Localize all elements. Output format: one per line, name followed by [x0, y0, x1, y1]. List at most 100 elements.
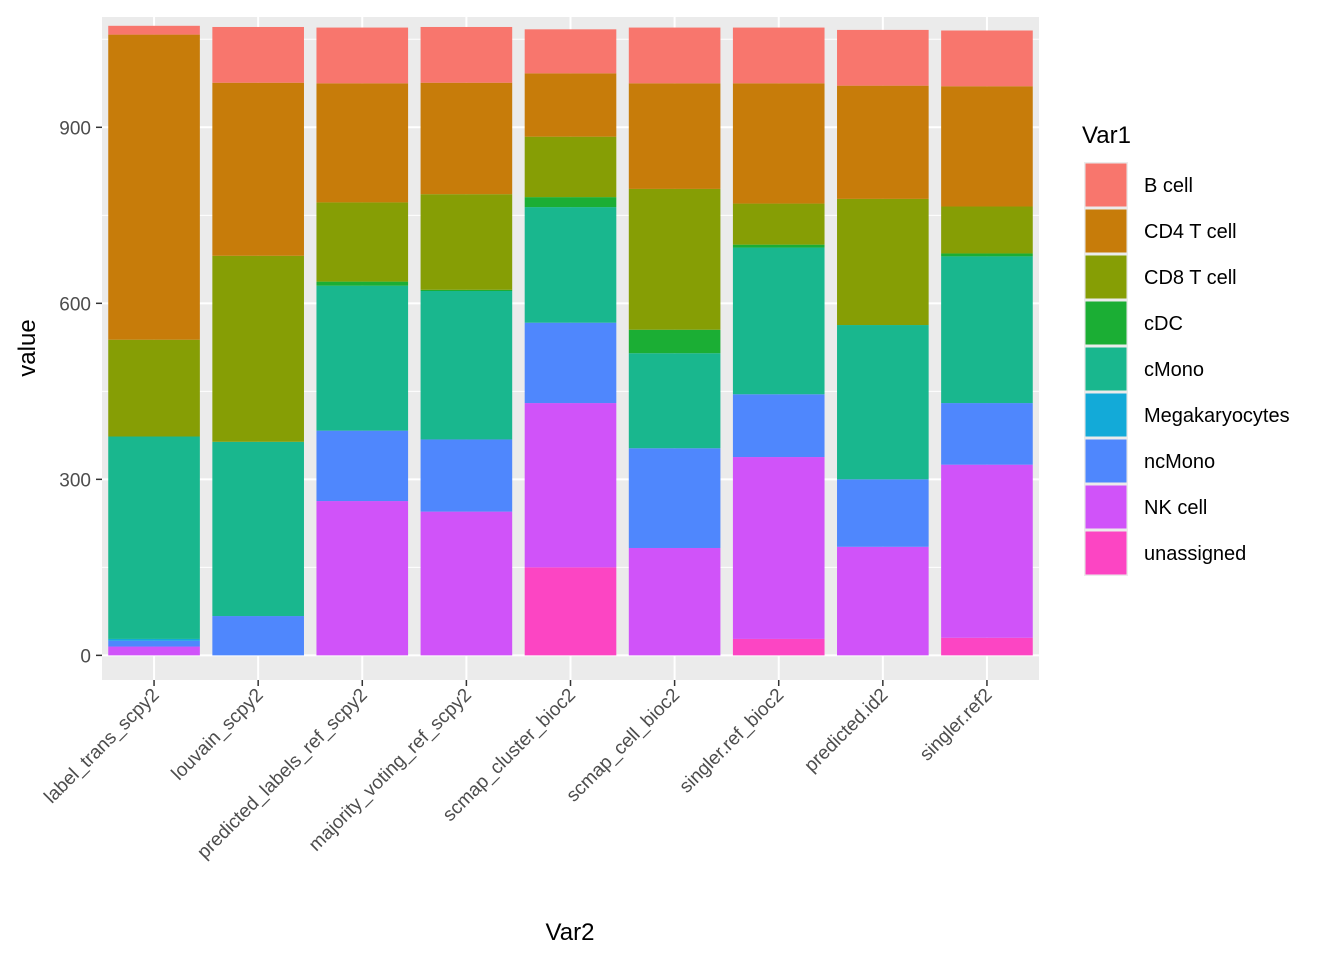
bar-segment-cmono [837, 325, 929, 480]
bar-segment-cd8-t-cell [524, 136, 617, 198]
legend-swatch [1085, 485, 1127, 529]
bar-segment-b-cell [837, 29, 929, 86]
bars [108, 25, 1033, 656]
bar-segment-nk-cell [941, 464, 1033, 638]
bar-segment-cd8-t-cell [108, 339, 200, 437]
x-axis-title: Var2 [546, 919, 595, 946]
legend-item-cd8-t-cell: CD8 T cell [1084, 254, 1237, 300]
bar-segment-cd8-t-cell [837, 198, 929, 326]
bar-segment-megakaryocytes [108, 638, 200, 641]
bar-segment-nk-cell [837, 546, 929, 656]
bar-segment-cd4-t-cell [212, 82, 304, 256]
bar-segment-cd8-t-cell [941, 206, 1033, 254]
bar-segment-b-cell [420, 26, 513, 83]
legend-label: NK cell [1144, 497, 1207, 519]
legend-swatch [1085, 163, 1127, 207]
bar-segment-cd4-t-cell [420, 82, 513, 195]
bar-segment-b-cell [628, 27, 721, 84]
bar-segment-cmono [108, 436, 200, 639]
bar-segment-ncmono [212, 616, 304, 656]
bar-segment-unassigned [524, 567, 617, 656]
legend-item-unassigned: unassigned [1084, 530, 1246, 576]
y-axis-title: value [14, 319, 41, 376]
bar-segment-cd8-t-cell [628, 188, 721, 330]
legend-label: CD8 T cell [1144, 267, 1237, 289]
legend-swatch [1085, 347, 1127, 391]
x-tick-label: scmap_cell_bioc2 [563, 685, 685, 807]
bar-segment-b-cell [108, 25, 200, 35]
legend-label: CD4 T cell [1144, 221, 1237, 243]
y-axis: 0 300 600 900 [59, 118, 102, 667]
bar-segment-nk-cell [420, 511, 513, 656]
x-tick-label: singler.ref2 [916, 685, 997, 766]
bar-segment-cd8-t-cell [732, 203, 825, 245]
bar-segment-cdc [316, 281, 409, 286]
bar-segment-unassigned [941, 637, 1033, 656]
legend-item-cmono: cMono [1084, 346, 1204, 392]
bar-segment-ncmono [941, 403, 1033, 465]
bar-segment-cd4-t-cell [524, 73, 617, 137]
x-tick-label: louvain_scpy2 [168, 685, 268, 785]
bar-segment-ncmono [732, 394, 825, 458]
bar-segment-cmono [524, 207, 617, 323]
legend-swatch [1085, 439, 1127, 483]
y-tick-label: 900 [59, 118, 91, 139]
bar-segment-unassigned [732, 638, 825, 656]
legend-item-cdc: cDC [1084, 300, 1183, 346]
bar-segment-ncmono [628, 448, 721, 548]
bar-segment-ncmono [524, 322, 617, 404]
legend-swatch [1085, 301, 1127, 345]
bar-segment-cd4-t-cell [628, 83, 721, 189]
legend-swatch [1085, 393, 1127, 437]
bar-segment-cd8-t-cell [420, 194, 513, 290]
bar-segment-ncmono [420, 439, 513, 512]
bar-segment-b-cell [316, 27, 409, 84]
bar-segment-b-cell [941, 30, 1033, 87]
bar-segment-ncmono [108, 640, 200, 647]
bar-segment-nk-cell [524, 403, 617, 568]
bar-segment-cd8-t-cell [316, 202, 409, 282]
legend-label: Megakaryocytes [1144, 405, 1290, 427]
legend-label: unassigned [1144, 543, 1246, 565]
legend-label: B cell [1144, 175, 1193, 197]
bar-segment-b-cell [732, 27, 825, 84]
legend-items: B cell CD4 T cell CD8 T cell cDC cMono Megaka… [1084, 162, 1290, 576]
bar-segment-cdc [420, 289, 513, 292]
bar-segment-cdc [941, 253, 1033, 257]
bar-segment-nk-cell [108, 646, 200, 656]
legend-item-ncmono: ncMono [1084, 438, 1215, 484]
y-tick-label: 0 [80, 646, 91, 667]
bar-segment-nk-cell [628, 547, 721, 656]
bar-segment-cmono [316, 285, 409, 431]
bar-segment-cd4-t-cell [316, 83, 409, 203]
bar-segment-cd4-t-cell [732, 83, 825, 204]
bar-segment-ncmono [837, 479, 929, 547]
bar-segment-cd8-t-cell [212, 255, 304, 442]
bar-segment-ncmono [316, 430, 409, 502]
legend-swatch [1085, 255, 1127, 299]
bar-segment-cmono [420, 291, 513, 440]
x-axis: label_trans_scpy2 louvain_scpy2predicted_… [40, 680, 996, 863]
legend-swatch [1085, 209, 1127, 253]
legend-label: cMono [1144, 359, 1204, 381]
y-tick-label: 300 [59, 470, 91, 491]
bar-segment-cd4-t-cell [108, 34, 200, 340]
legend-title: Var1 [1082, 122, 1131, 149]
x-tick-label: singler.ref_bioc2 [676, 685, 789, 798]
legend-item-nk-cell: NK cell [1084, 484, 1207, 530]
bar-segment-cmono [941, 256, 1033, 404]
legend: Var1 B cell CD4 T cell CD8 T cell cDC cMono M… [1082, 122, 1290, 576]
bar-segment-cdc [628, 329, 721, 354]
bar-segment-nk-cell [316, 501, 409, 656]
legend-label: ncMono [1144, 451, 1215, 473]
legend-item-megakaryocytes: Megakaryocytes [1084, 392, 1290, 438]
bar-segment-b-cell [524, 29, 617, 74]
bar-segment-cmono [212, 441, 304, 617]
legend-label: cDC [1144, 313, 1183, 335]
x-tick-label: predicted_labels_ref_scpy2 [193, 685, 371, 863]
y-tick-label: 600 [59, 294, 91, 315]
bar-segment-b-cell [212, 26, 304, 83]
x-tick-label: label_trans_scpy2 [40, 685, 163, 808]
bar-segment-cdc [524, 197, 617, 208]
